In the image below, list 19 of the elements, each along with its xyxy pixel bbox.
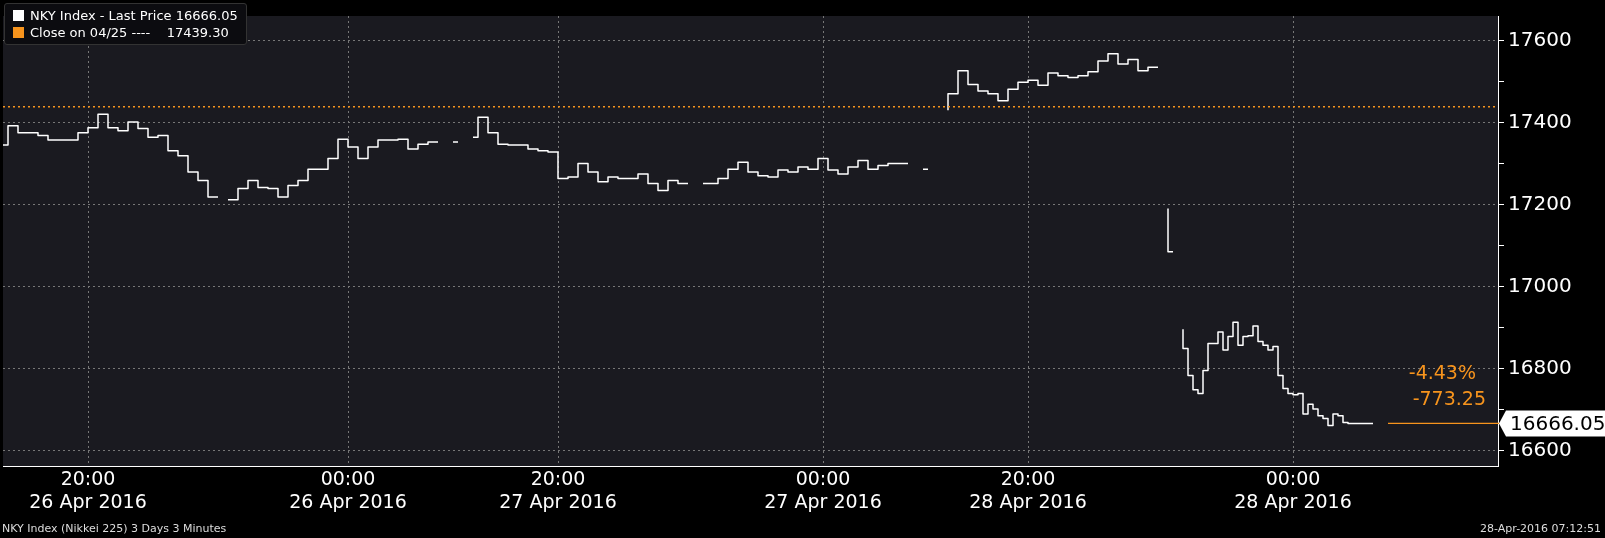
legend-label: Close on 04/25 ---- 17439.30 [30,24,229,41]
x-tick-label: 20:00 27 Apr 2016 [499,467,617,513]
text: 16666.05 [1510,410,1605,435]
y-tick-label: 17200 [1508,190,1572,215]
annotation: -773.25 [1412,387,1486,410]
legend-label: NKY Index - Last Price 16666.05 [30,7,238,24]
x-tick-label: 20:00 26 Apr 2016 [29,467,147,513]
y-tick-label: 16600 [1508,436,1572,461]
text: NKY Index (Nikkei 225) 3 Days 3 Minutes [2,522,227,535]
y-tick-label: 16800 [1508,354,1572,379]
x-tick-label: 00:00 26 Apr 2016 [289,467,407,513]
x-tick-label: 00:00 28 Apr 2016 [1234,467,1352,513]
annotation: -4.43% [1408,361,1476,384]
y-tick-label: 17600 [1508,27,1572,52]
y-tick-label: 17000 [1508,272,1572,297]
x-tick-label: 00:00 27 Apr 2016 [764,467,882,513]
text: 28-Apr-2016 07:12:51 [1480,522,1601,535]
x-tick-label: 20:00 28 Apr 2016 [969,467,1087,513]
y-tick-label: 17400 [1508,109,1572,134]
